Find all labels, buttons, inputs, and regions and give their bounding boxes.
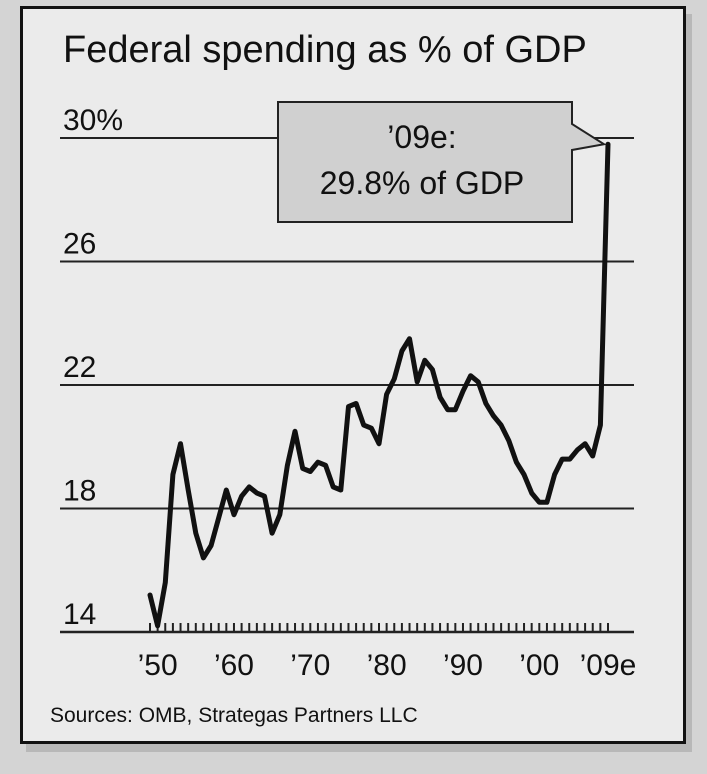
y-tick-label: 30% bbox=[63, 104, 123, 137]
annotation-callout: ’09e: 29.8% of GDP bbox=[277, 101, 607, 223]
series-line bbox=[147, 141, 611, 629]
chart-title: Federal spending as % of GDP bbox=[63, 29, 587, 71]
callout-line-1: ’09e: bbox=[387, 119, 456, 155]
y-tick-label: 22 bbox=[63, 351, 96, 384]
x-axis: ’50 ’60 ’70 ’80 ’90 ’00 ’09e bbox=[138, 623, 637, 682]
callout-line-2: 29.8% of GDP bbox=[320, 165, 525, 201]
y-axis-ticks: 30% 26 22 18 14 bbox=[63, 104, 123, 631]
x-tick-label: ’09e bbox=[580, 649, 637, 682]
y-tick-label: 14 bbox=[63, 598, 96, 631]
x-tick-label: ’60 bbox=[214, 649, 254, 682]
y-tick-label: 26 bbox=[63, 228, 96, 261]
x-tick-label: ’80 bbox=[367, 649, 407, 682]
x-tick-label: ’90 bbox=[443, 649, 483, 682]
callout-box bbox=[277, 101, 607, 223]
series-group bbox=[147, 141, 611, 629]
y-tick-label: 18 bbox=[63, 475, 96, 508]
x-tick-label: ’00 bbox=[519, 649, 559, 682]
x-tick-label: ’70 bbox=[290, 649, 330, 682]
source-note: Sources: OMB, Strategas Partners LLC bbox=[50, 704, 418, 727]
x-tick-label: ’50 bbox=[138, 649, 178, 682]
